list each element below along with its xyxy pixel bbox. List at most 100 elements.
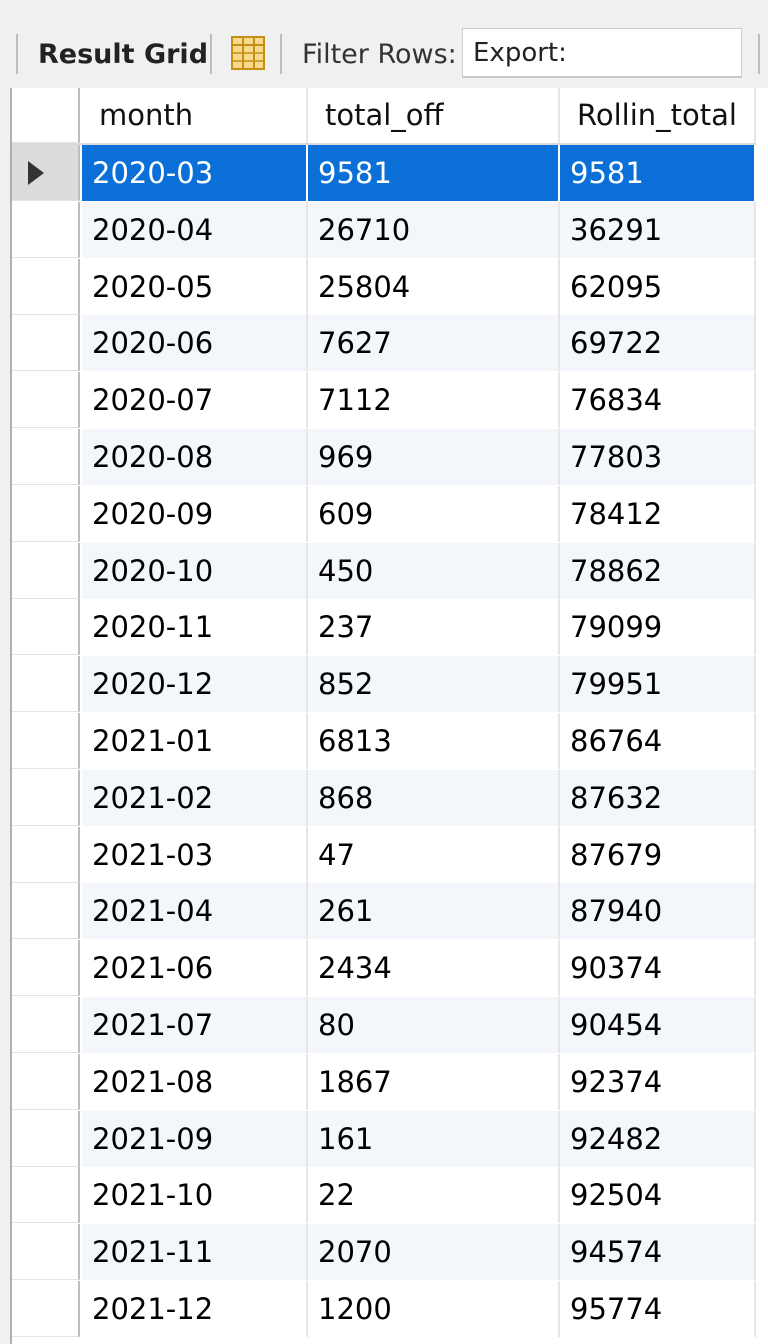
export-field[interactable]: Export: bbox=[462, 28, 742, 78]
table-cell[interactable]: 1867 bbox=[308, 1053, 560, 1110]
table-cell[interactable]: 47 bbox=[308, 826, 560, 883]
table-cell[interactable]: 2020-12 bbox=[82, 656, 308, 713]
table-cell[interactable]: 161 bbox=[308, 1110, 560, 1167]
table-row[interactable]: 2020-11 237 79099 bbox=[12, 599, 768, 656]
row-gutter[interactable] bbox=[12, 940, 80, 997]
table-cell[interactable]: 25804 bbox=[308, 258, 560, 315]
table-row[interactable]: 2021-11 2070 94574 bbox=[12, 1224, 768, 1281]
table-row[interactable]: 2021-06 2434 90374 bbox=[12, 940, 768, 997]
table-cell[interactable]: 2021-04 bbox=[82, 883, 308, 940]
table-cell[interactable]: 2020-05 bbox=[82, 258, 308, 315]
table-cell[interactable]: 87940 bbox=[560, 883, 756, 940]
table-row[interactable]: 2021-02 868 87632 bbox=[12, 769, 768, 826]
table-cell[interactable]: 94574 bbox=[560, 1224, 756, 1281]
table-cell[interactable]: 86764 bbox=[560, 713, 756, 769]
table-cell[interactable]: 92504 bbox=[560, 1167, 756, 1224]
table-cell[interactable]: 7627 bbox=[308, 315, 560, 372]
table-cell[interactable]: 261 bbox=[308, 883, 560, 940]
row-gutter[interactable] bbox=[12, 258, 80, 315]
row-gutter[interactable] bbox=[12, 883, 80, 940]
table-cell[interactable]: 87679 bbox=[560, 826, 756, 883]
table-cell[interactable]: 90454 bbox=[560, 997, 756, 1053]
table-cell[interactable]: 2021-08 bbox=[82, 1053, 308, 1110]
table-cell[interactable]: 9581 bbox=[308, 145, 560, 201]
row-gutter[interactable] bbox=[12, 1281, 80, 1337]
table-cell[interactable]: 2434 bbox=[308, 940, 560, 997]
row-gutter[interactable] bbox=[12, 201, 80, 258]
row-gutter[interactable] bbox=[12, 713, 80, 769]
table-cell[interactable]: 609 bbox=[308, 485, 560, 542]
row-gutter[interactable] bbox=[12, 599, 80, 656]
table-cell[interactable]: 2020-04 bbox=[82, 201, 308, 258]
table-row[interactable]: 2020-05 25804 62095 bbox=[12, 258, 768, 315]
table-row[interactable]: 2020-04 26710 36291 bbox=[12, 201, 768, 258]
table-row[interactable]: 2021-07 80 90454 bbox=[12, 997, 768, 1053]
table-row[interactable]: 2020-06 7627 69722 bbox=[12, 315, 768, 372]
row-gutter[interactable] bbox=[12, 997, 80, 1053]
table-cell[interactable]: 78412 bbox=[560, 485, 756, 542]
row-gutter[interactable] bbox=[12, 372, 80, 429]
table-row[interactable]: 2020-07 7112 76834 bbox=[12, 372, 768, 429]
table-cell[interactable]: 79099 bbox=[560, 599, 756, 656]
table-cell[interactable]: 2021-09 bbox=[82, 1110, 308, 1167]
row-gutter[interactable] bbox=[12, 769, 80, 826]
table-cell[interactable]: 78862 bbox=[560, 542, 756, 599]
row-gutter[interactable] bbox=[12, 485, 80, 542]
table-cell[interactable]: 22 bbox=[308, 1167, 560, 1224]
row-gutter[interactable] bbox=[12, 1053, 80, 1110]
table-cell[interactable]: 62095 bbox=[560, 258, 756, 315]
row-gutter[interactable] bbox=[12, 826, 80, 883]
table-row[interactable]: 2021-03 47 87679 bbox=[12, 826, 768, 883]
table-cell[interactable]: 76834 bbox=[560, 372, 756, 429]
table-cell[interactable]: 92482 bbox=[560, 1110, 756, 1167]
table-cell[interactable]: 77803 bbox=[560, 429, 756, 485]
table-row[interactable]: 2021-08 1867 92374 bbox=[12, 1053, 768, 1110]
row-gutter[interactable] bbox=[12, 1167, 80, 1224]
table-row[interactable]: 2020-12 852 79951 bbox=[12, 656, 768, 713]
table-cell[interactable]: 6813 bbox=[308, 713, 560, 769]
table-cell[interactable]: 2020-07 bbox=[82, 372, 308, 429]
table-cell[interactable]: 237 bbox=[308, 599, 560, 656]
row-gutter[interactable] bbox=[12, 656, 80, 713]
column-header-total-off[interactable]: total_off bbox=[308, 88, 560, 143]
table-cell[interactable]: 2021-12 bbox=[82, 1281, 308, 1337]
table-cell[interactable]: 2021-06 bbox=[82, 940, 308, 997]
table-cell[interactable]: 2021-11 bbox=[82, 1224, 308, 1281]
table-cell[interactable]: 2020-10 bbox=[82, 542, 308, 599]
column-header-month[interactable]: month bbox=[82, 88, 308, 143]
row-gutter[interactable] bbox=[12, 542, 80, 599]
table-cell[interactable]: 2020-09 bbox=[82, 485, 308, 542]
table-cell[interactable]: 69722 bbox=[560, 315, 756, 372]
table-cell[interactable]: 90374 bbox=[560, 940, 756, 997]
table-cell[interactable]: 36291 bbox=[560, 201, 756, 258]
table-row[interactable]: 2021-09 161 92482 bbox=[12, 1110, 768, 1167]
table-row[interactable]: 2020-09 609 78412 bbox=[12, 485, 768, 542]
table-row[interactable]: 2020-03 9581 9581 bbox=[12, 145, 768, 201]
table-cell[interactable]: 2020-03 bbox=[82, 145, 308, 201]
table-cell[interactable]: 2021-02 bbox=[82, 769, 308, 826]
table-cell[interactable]: 92374 bbox=[560, 1053, 756, 1110]
table-cell[interactable]: 2021-03 bbox=[82, 826, 308, 883]
table-cell[interactable]: 969 bbox=[308, 429, 560, 485]
table-cell[interactable]: 2020-06 bbox=[82, 315, 308, 372]
table-cell[interactable]: 2021-01 bbox=[82, 713, 308, 769]
table-cell[interactable]: 7112 bbox=[308, 372, 560, 429]
table-cell[interactable]: 80 bbox=[308, 997, 560, 1053]
table-row[interactable]: 2020-10 450 78862 bbox=[12, 542, 768, 599]
table-cell[interactable]: 450 bbox=[308, 542, 560, 599]
table-cell[interactable]: 852 bbox=[308, 656, 560, 713]
table-cell[interactable]: 2020-08 bbox=[82, 429, 308, 485]
row-gutter[interactable] bbox=[12, 429, 80, 485]
result-grid-tab[interactable]: Result Grid bbox=[38, 39, 209, 70]
table-cell[interactable]: 2021-10 bbox=[82, 1167, 308, 1224]
table-cell[interactable]: 1200 bbox=[308, 1281, 560, 1337]
table-cell[interactable]: 2020-11 bbox=[82, 599, 308, 656]
table-cell[interactable]: 95774 bbox=[560, 1281, 756, 1337]
row-gutter[interactable] bbox=[12, 1110, 80, 1167]
column-header-rollin-total[interactable]: Rollin_total bbox=[560, 88, 756, 143]
grid-layout-icon[interactable] bbox=[230, 35, 266, 71]
table-cell[interactable]: 2021-07 bbox=[82, 997, 308, 1053]
row-gutter[interactable] bbox=[12, 145, 80, 201]
table-row[interactable]: 2021-04 261 87940 bbox=[12, 883, 768, 940]
table-row[interactable]: 2021-12 1200 95774 bbox=[12, 1281, 768, 1337]
